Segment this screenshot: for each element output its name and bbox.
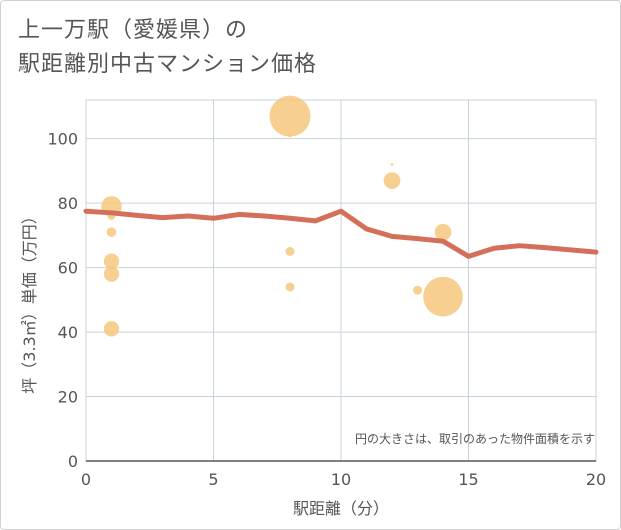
- bubble-point: [434, 223, 452, 241]
- bubble-point: [383, 172, 401, 189]
- x-tick-label: 5: [208, 470, 218, 489]
- bubble-point: [285, 282, 295, 292]
- bubble-point: [103, 266, 120, 282]
- trend-line: [83, 208, 599, 259]
- axes: 0 5 10 15 20 0 20 40 60 80 100: [47, 130, 606, 489]
- bubble-point: [103, 253, 120, 269]
- chart-title: 上一万駅（愛媛県）の 駅距離別中古マンション価格: [18, 14, 317, 82]
- bubble-point: [285, 247, 295, 256]
- x-tick-label: 10: [331, 470, 351, 489]
- y-tick-label: 0: [68, 452, 78, 471]
- bubble-point: [390, 163, 394, 166]
- bubble-point: [103, 321, 120, 337]
- bubble-point: [423, 276, 463, 317]
- chart-title-line-1: 上一万駅（愛媛県）の: [18, 18, 249, 43]
- y-axis-label: 坪（3.3㎡）単価（万円）: [20, 208, 39, 393]
- y-tick-label: 40: [58, 323, 78, 342]
- chart-note: 円の大きさは、取引のあった物件面積を示す: [355, 431, 595, 446]
- y-tick-label: 60: [58, 259, 78, 278]
- x-tick-label: 20: [586, 470, 606, 489]
- bubble-point: [269, 95, 311, 137]
- y-tick-label: 20: [58, 388, 78, 407]
- x-tick-label: 15: [458, 470, 478, 489]
- grid: [85, 99, 597, 462]
- bubble-point: [413, 285, 422, 295]
- trend-series: [83, 208, 599, 259]
- y-tick-label: 100: [47, 130, 78, 149]
- x-tick-label: 0: [81, 470, 91, 489]
- bubble-point: [288, 133, 292, 138]
- chart-title-line-2: 駅距離別中古マンション価格: [18, 52, 318, 77]
- y-tick-label: 80: [58, 194, 78, 213]
- bubble-point: [106, 227, 117, 237]
- x-axis-label: 駅距離（分）: [293, 499, 389, 518]
